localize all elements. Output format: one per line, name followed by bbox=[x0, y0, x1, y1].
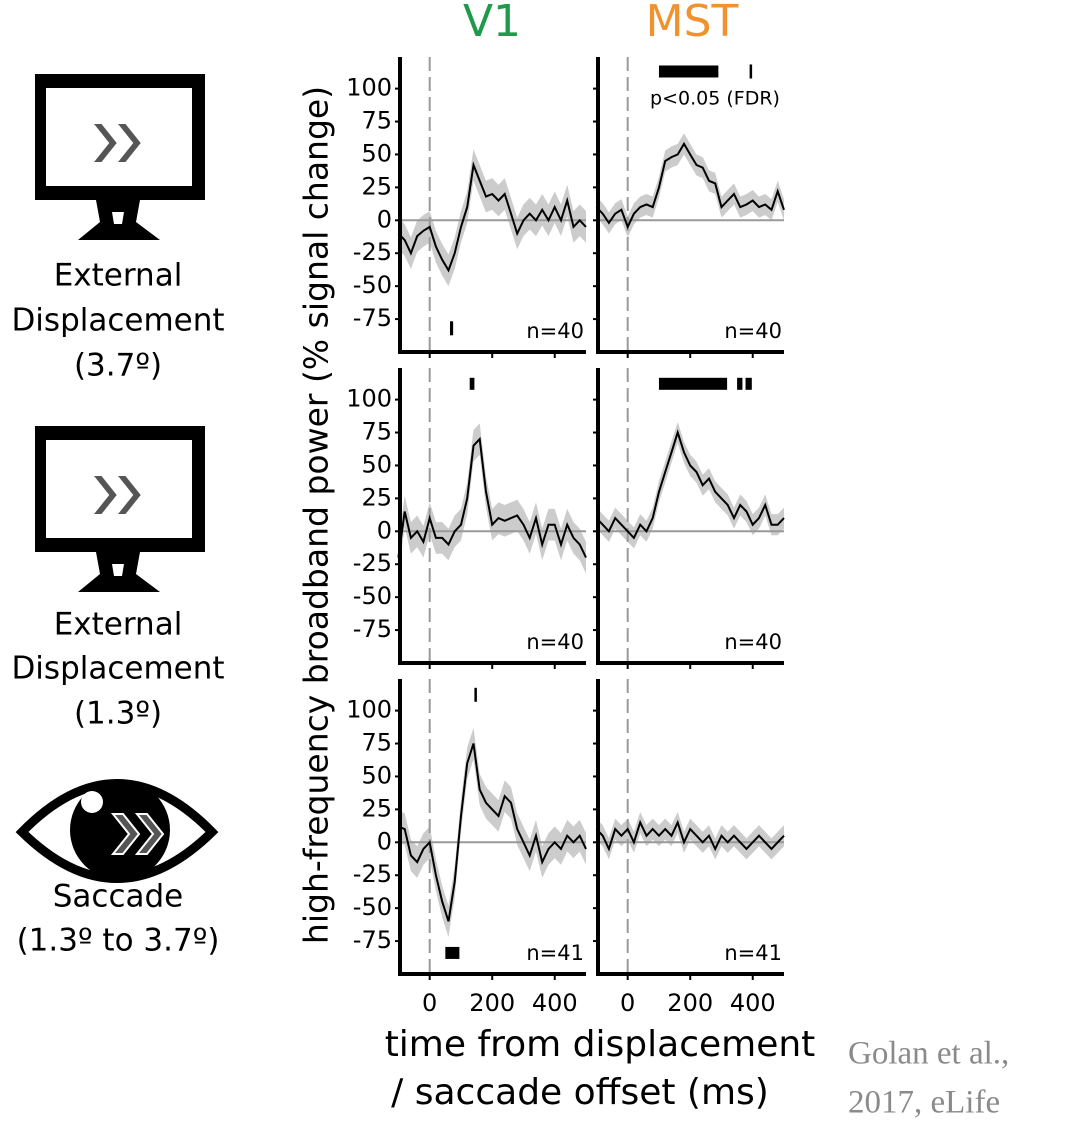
significance-bar bbox=[469, 377, 475, 390]
y-tick-label: 100 bbox=[346, 74, 392, 102]
monitor-icon bbox=[35, 426, 205, 592]
y-tick-label: 50 bbox=[361, 450, 392, 478]
error-band bbox=[398, 149, 586, 287]
n-label: n=40 bbox=[526, 319, 584, 343]
n-label: n=40 bbox=[724, 630, 782, 654]
y-tick-label: -75 bbox=[353, 926, 392, 954]
y-tick-label: -50 bbox=[353, 271, 392, 299]
mean-line bbox=[397, 161, 587, 273]
column-title: MST bbox=[646, 0, 739, 47]
significance-bar bbox=[445, 946, 460, 959]
x-tick-label: 200 bbox=[469, 989, 515, 1017]
x-axis-label: / saccade offset (ms) bbox=[391, 1072, 769, 1113]
significance-bar bbox=[749, 64, 753, 79]
row-label: External bbox=[54, 258, 183, 294]
y-tick-label: 75 bbox=[361, 418, 392, 446]
y-tick-label: 50 bbox=[361, 139, 392, 167]
error-band bbox=[596, 421, 784, 549]
y-tick-label: -50 bbox=[353, 582, 392, 610]
significance-bar bbox=[745, 377, 752, 390]
x-tick-label: 400 bbox=[532, 989, 578, 1017]
y-tick-label: 25 bbox=[361, 483, 392, 511]
y-tick-label: 0 bbox=[377, 516, 392, 544]
mean-line bbox=[595, 429, 785, 540]
significance-bar bbox=[658, 65, 719, 78]
y-tick-label: -25 bbox=[353, 860, 392, 888]
y-tick-label: -25 bbox=[353, 238, 392, 266]
y-tick-label: -75 bbox=[353, 304, 392, 332]
y-tick-label: -75 bbox=[353, 615, 392, 643]
x-tick-label: 200 bbox=[667, 989, 713, 1017]
row-label: (3.7º) bbox=[74, 348, 162, 384]
y-tick-label: 25 bbox=[361, 172, 392, 200]
error-band bbox=[398, 727, 586, 938]
error-band bbox=[596, 133, 784, 238]
y-tick-label: 100 bbox=[346, 385, 392, 413]
mean-line bbox=[397, 436, 587, 559]
n-label: n=41 bbox=[724, 941, 782, 965]
significance-bar bbox=[658, 377, 728, 390]
x-tick-label: 0 bbox=[422, 989, 437, 1017]
y-tick-label: 25 bbox=[361, 794, 392, 822]
error-band bbox=[398, 423, 586, 574]
significance-label: p<0.05 (FDR) bbox=[650, 88, 780, 110]
row-label: Saccade bbox=[53, 879, 184, 915]
mean-line bbox=[595, 141, 785, 230]
y-tick-label: -25 bbox=[353, 549, 392, 577]
monitor-icon bbox=[35, 74, 205, 240]
significance-bar bbox=[474, 687, 477, 702]
row-label: (1.3º to 3.7º) bbox=[17, 923, 220, 959]
y-tick-label: 50 bbox=[361, 761, 392, 789]
y-tick-label: 0 bbox=[377, 827, 392, 855]
row-label: Displacement bbox=[11, 303, 224, 339]
citation: 2017, eLife bbox=[848, 1085, 1000, 1121]
significance-bar bbox=[450, 321, 454, 336]
y-tick-label: 0 bbox=[377, 205, 392, 233]
column-title: V1 bbox=[463, 0, 521, 47]
y-tick-label: -50 bbox=[353, 893, 392, 921]
x-tick-label: 400 bbox=[730, 989, 776, 1017]
x-axis-label: time from displacement bbox=[385, 1024, 816, 1065]
row-label: (1.3º) bbox=[74, 696, 162, 732]
y-axis-label: high-frequency broadband power (% signal… bbox=[297, 86, 336, 944]
x-tick-label: 0 bbox=[620, 989, 635, 1017]
eye-icon bbox=[15, 779, 219, 883]
row-label: Displacement bbox=[11, 651, 224, 687]
y-tick-label: 100 bbox=[346, 696, 392, 724]
n-label: n=40 bbox=[526, 630, 584, 654]
citation: Golan et al., bbox=[848, 1036, 1009, 1072]
error-band bbox=[596, 812, 784, 860]
y-tick-label: 75 bbox=[361, 729, 392, 757]
row-label: External bbox=[54, 607, 183, 643]
mean-line bbox=[398, 743, 587, 922]
n-label: n=40 bbox=[724, 319, 782, 343]
y-tick-label: 75 bbox=[361, 107, 392, 135]
mean-line bbox=[595, 819, 785, 852]
significance-bar bbox=[737, 377, 743, 390]
n-label: n=41 bbox=[526, 941, 584, 965]
